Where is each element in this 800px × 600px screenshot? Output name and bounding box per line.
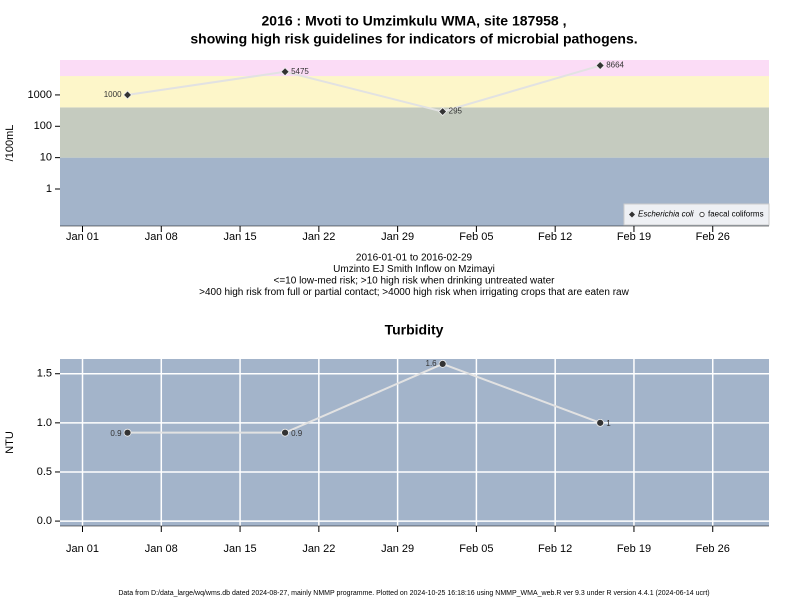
legend-label: Escherichia coli — [638, 210, 694, 219]
risk-band — [60, 359, 769, 526]
x-tick-label: Feb 05 — [459, 231, 493, 243]
data-label: 5475 — [291, 67, 309, 76]
x-tick-label: Jan 01 — [66, 543, 99, 555]
y-axis-label: NTU — [4, 431, 16, 454]
point — [122, 90, 133, 100]
x-tick-label: Jan 15 — [224, 543, 257, 555]
note: <=10 low-med risk; >10 high risk when dr… — [274, 276, 556, 287]
x-tick-label: Feb 19 — [617, 543, 651, 555]
y-tick-label: 100 — [34, 120, 52, 132]
x-tick-label: Feb 19 — [617, 231, 651, 243]
point — [281, 428, 289, 437]
risk-band — [60, 60, 769, 77]
x-tick-label: Feb 26 — [696, 543, 730, 555]
x-tick-label: Jan 15 — [224, 231, 257, 243]
data-label: 8664 — [606, 61, 624, 70]
x-tick-label: Feb 26 — [696, 231, 730, 243]
data-label: 0.9 — [110, 429, 122, 438]
risk-band — [60, 107, 769, 158]
x-tick-label: Feb 05 — [459, 543, 493, 555]
risk-band — [60, 76, 769, 108]
note: Umzinto EJ Smith Inflow on Mzimayi — [333, 264, 495, 275]
point — [280, 67, 290, 77]
y-tick-label: 10 — [40, 152, 52, 164]
series-line — [127, 362, 601, 434]
data-label: 295 — [449, 107, 463, 116]
chart-title: 2016 : Mvoti to Umzimkulu WMA, site 1879… — [262, 13, 567, 29]
y-tick-label: 1.0 — [37, 417, 52, 429]
y-tick-label: 1.5 — [37, 368, 52, 380]
y-axis-label: /100mL — [4, 125, 16, 162]
y-tick-label: 1 — [46, 183, 52, 195]
y-tick-label: 1000 — [28, 89, 52, 101]
legend-marker — [629, 211, 635, 218]
x-tick-label: Jan 29 — [381, 543, 414, 555]
x-tick-label: Feb 12 — [538, 231, 572, 243]
x-tick-label: Jan 29 — [381, 231, 414, 243]
point — [438, 106, 448, 117]
chart-title: Turbidity — [385, 322, 444, 338]
footer: Data from D:/data_large/wq/wms.db dated … — [118, 590, 709, 597]
x-tick-label: Jan 22 — [302, 543, 335, 555]
x-tick-label: Jan 08 — [145, 231, 178, 243]
x-tick-label: Jan 22 — [302, 231, 335, 243]
x-tick-label: Jan 01 — [66, 231, 99, 243]
point — [123, 428, 132, 437]
point — [595, 60, 605, 71]
x-tick-label: Feb 12 — [538, 543, 572, 555]
point — [596, 418, 605, 427]
series-line — [127, 64, 601, 113]
y-tick-label: 0.0 — [37, 515, 52, 527]
data-label: 0.9 — [291, 429, 303, 438]
legend-box — [623, 203, 770, 226]
data-label: 1 — [606, 419, 611, 428]
chart-title: showing high risk guidelines for indicat… — [190, 31, 637, 47]
y-tick-label: 0.5 — [37, 466, 52, 478]
legend-marker — [699, 211, 705, 218]
data-label: 1.6 — [426, 359, 438, 368]
legend-label: faecal coliforms — [708, 210, 764, 219]
x-tick-label: Jan 08 — [145, 543, 178, 555]
data-label: 1000 — [104, 90, 122, 99]
note: 2016-01-01 to 2016-02-29 — [356, 253, 473, 264]
note: >400 high risk from full or partial cont… — [199, 287, 629, 298]
point — [438, 360, 447, 368]
